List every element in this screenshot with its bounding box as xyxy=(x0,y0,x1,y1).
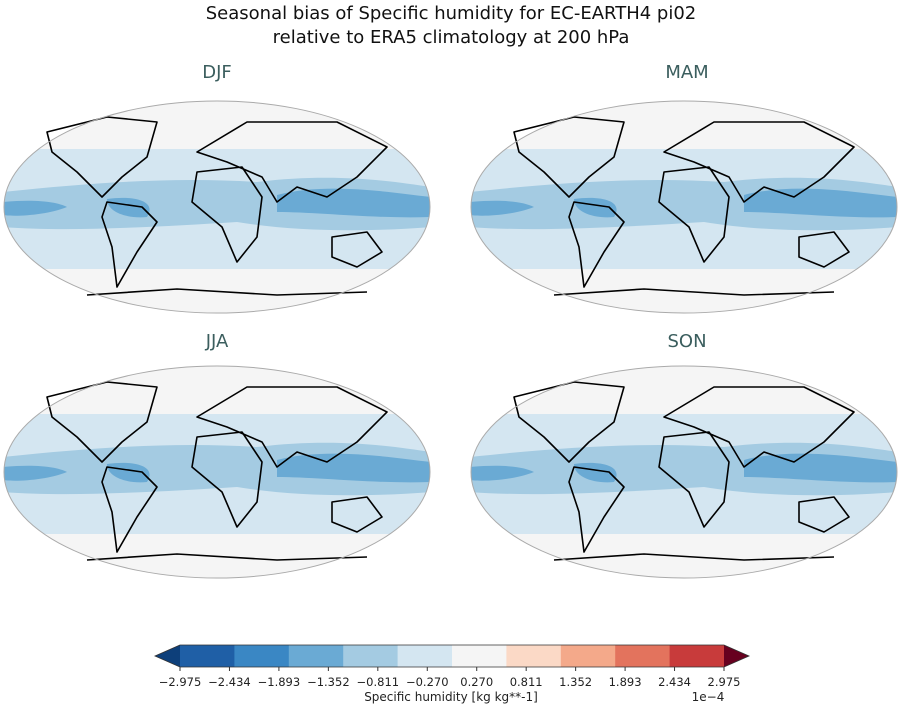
panel-title: SON xyxy=(667,331,706,352)
colorbar-tick-label: 1.893 xyxy=(609,675,642,689)
map xyxy=(3,365,431,579)
map xyxy=(470,100,898,314)
colorbar-extend xyxy=(155,645,180,667)
title-line: relative to ERA5 climatology at 200 hPa xyxy=(273,27,630,48)
colorbar-bin xyxy=(234,645,290,667)
colorbar-tick-label: −2.434 xyxy=(208,675,251,689)
colorbar-bin xyxy=(506,645,562,667)
colorbar-tick-label: −0.811 xyxy=(357,675,400,689)
colorbar-bin xyxy=(669,645,725,667)
panel-title: MAM xyxy=(665,62,708,83)
colorbar-bin xyxy=(560,645,616,667)
colorbar-tick-label: −0.270 xyxy=(406,675,449,689)
colorbar-label: Specific humidity [kg kg**-1] xyxy=(364,690,538,704)
colorbar-tick-label: 1.352 xyxy=(559,675,592,689)
map xyxy=(3,100,431,314)
colorbar-bin xyxy=(452,645,507,667)
panel-title: JJA xyxy=(205,331,229,352)
title-line: Seasonal bias of Specific humidity for E… xyxy=(206,3,697,24)
colorbar-scale: 1e−4 xyxy=(692,690,725,704)
colorbar-tick-label: −1.352 xyxy=(307,675,350,689)
colorbar-bin xyxy=(397,645,453,667)
colorbar-tick-label: 0.811 xyxy=(510,675,543,689)
colorbar-extend xyxy=(724,645,749,667)
map xyxy=(470,365,898,579)
panel-title: DJF xyxy=(202,62,232,83)
colorbar-bin xyxy=(288,645,344,667)
colorbar-tick-label: −1.893 xyxy=(258,675,301,689)
colorbar-tick-label: −2.975 xyxy=(159,675,202,689)
colorbar-tick-label: 2.434 xyxy=(658,675,691,689)
colorbar-tick-label: 2.975 xyxy=(708,675,741,689)
colorbar-tick-label: 0.270 xyxy=(460,675,493,689)
colorbar-bin xyxy=(615,645,671,667)
colorbar: −2.975 −2.434 −1.893 −1.352 −0.811 −0.270 0.27… xyxy=(154,644,750,689)
colorbar-bin xyxy=(343,645,399,667)
colorbar-bin xyxy=(180,645,235,667)
